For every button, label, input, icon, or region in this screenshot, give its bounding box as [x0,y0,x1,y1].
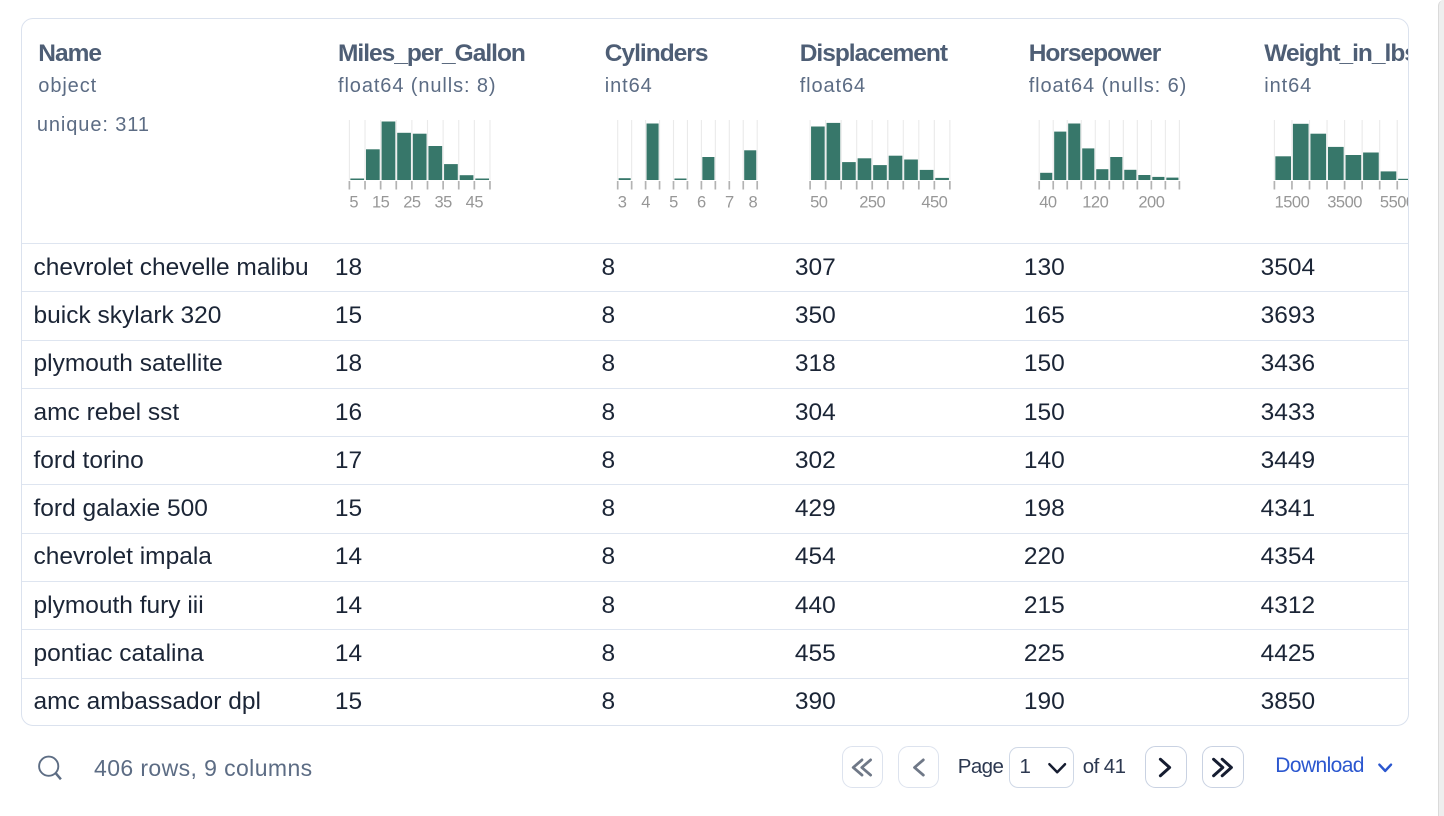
svg-text:15: 15 [372,193,390,211]
svg-text:5500: 5500 [1380,193,1409,211]
svg-text:1500: 1500 [1274,193,1309,211]
svg-text:120: 120 [1082,193,1108,211]
svg-text:450: 450 [921,193,947,211]
svg-text:7: 7 [725,193,734,211]
svg-text:4: 4 [641,193,650,211]
svg-text:35: 35 [434,193,452,211]
svg-text:25: 25 [403,193,421,211]
svg-text:250: 250 [859,193,885,211]
svg-text:8: 8 [748,193,757,211]
svg-text:3: 3 [617,193,626,211]
svg-text:50: 50 [810,193,828,211]
svg-text:6: 6 [697,193,706,211]
svg-text:5: 5 [349,193,358,211]
svg-text:3500: 3500 [1327,193,1362,211]
svg-text:5: 5 [669,193,678,211]
svg-text:200: 200 [1138,193,1164,211]
svg-text:45: 45 [465,193,483,211]
svg-text:40: 40 [1039,193,1057,211]
